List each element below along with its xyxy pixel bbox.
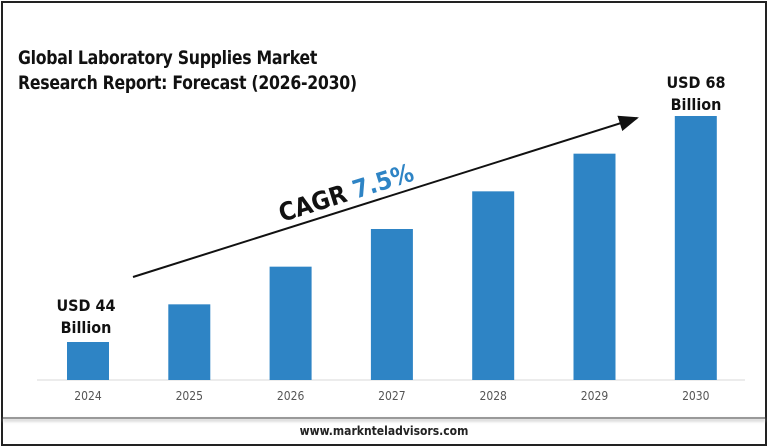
x-tick-label-2028: 2028 <box>479 389 507 403</box>
title-line-2: Research Report: Forecast (2026-2030) <box>18 72 357 94</box>
bar-2026 <box>269 266 312 380</box>
bar-2024 <box>67 342 109 380</box>
x-tick-label-2029: 2029 <box>581 389 609 403</box>
chart-title: Global Laboratory Supplies Market Resear… <box>18 46 357 96</box>
end-value-label-line-1: USD 68 <box>666 73 725 92</box>
bar-2029 <box>573 153 616 380</box>
bar-2025 <box>168 304 211 380</box>
end-value-label-line-2: Billion <box>671 95 722 114</box>
footer-url: www.marknteladvisors.com <box>299 424 469 438</box>
trend-arrow <box>132 115 639 278</box>
bar-2030 <box>674 116 717 380</box>
x-tick-label-2024: 2024 <box>74 389 102 403</box>
x-tick-label-2027: 2027 <box>378 389 405 403</box>
bar-2028 <box>472 191 515 380</box>
footer-divider <box>3 417 765 419</box>
start-value-label-line-2: Billion <box>61 318 112 337</box>
x-tick-label-2025: 2025 <box>176 389 203 403</box>
x-tick-label-2026: 2026 <box>277 389 305 403</box>
title-line-1: Global Laboratory Supplies Market <box>18 47 318 69</box>
cagr-label: CAGR 7.5% <box>275 158 417 228</box>
bar-2027 <box>370 229 413 380</box>
x-tick-label-2030: 2030 <box>682 389 710 403</box>
start-value-label-line-1: USD 44 <box>56 296 115 315</box>
